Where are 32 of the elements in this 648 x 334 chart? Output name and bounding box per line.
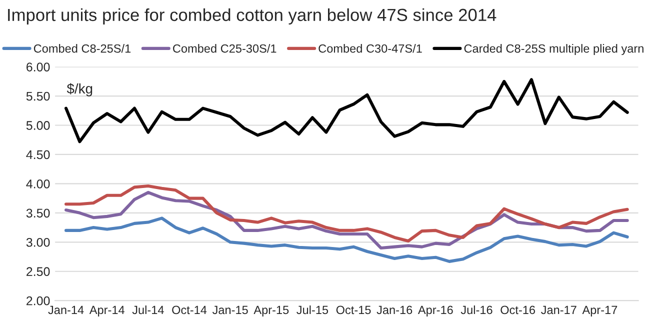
y-tick-label: 5.00 [26,121,50,130]
legend-label: Carded C8-25S multiple plied yarn [464,44,644,56]
x-tick-label: Oct-15 [336,306,371,314]
legend-label: Combed C30-47S/1 [318,44,422,53]
line-series [64,78,629,144]
y-tick-label: 3.00 [26,238,50,247]
y-tick-label: 4.50 [26,150,50,160]
line-series [64,184,629,243]
y-tick-label: 5.50 [26,92,50,101]
y-tick-label: 6.00 [26,62,50,72]
line-series [64,216,629,263]
x-tick-label: Apr-16 [418,306,453,316]
x-tick-label: Oct-14 [172,306,207,314]
x-tick-label: Jan-17 [541,306,576,314]
x-tick-label: Jul-16 [460,305,492,314]
x-tick-label: Apr-15 [254,306,289,316]
x-tick-label: Apr-17 [582,306,618,316]
x-tick-label: Oct-16 [500,306,536,314]
legend-label: Combed C8-25S/1 [34,44,131,53]
y-tick-label: 2.00 [26,296,50,306]
x-tick-label: Jan-16 [376,306,412,314]
annotation: $/kg [66,83,92,96]
x-tick-label: Jan-14 [48,306,84,314]
x-tick-label: Jul-15 [296,305,328,314]
x-tick-label: Jul-14 [132,305,164,314]
legend-label: Combed C25-30S/1 [173,44,276,53]
chart-title: Import units price for combed cotton yarn below 47S since 2014 [8,8,496,25]
y-tick-label: 4.00 [26,180,50,188]
x-tick-label: Apr-14 [89,306,124,316]
y-tick-label: 2.50 [26,267,50,276]
y-tick-label: 3.50 [26,208,50,218]
x-tick-label: Jan-15 [212,306,248,314]
